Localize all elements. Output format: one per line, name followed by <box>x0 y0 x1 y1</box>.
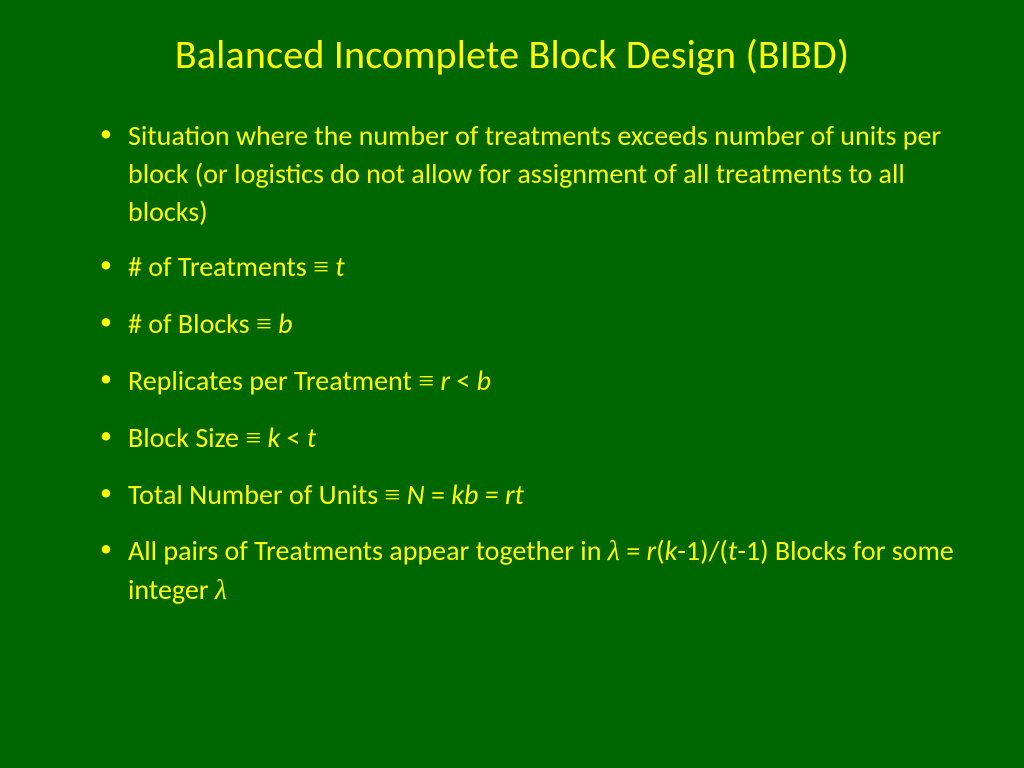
slide-title: Balanced Incomplete Block Design (BIBD) <box>60 30 964 79</box>
bullet-text: r <box>440 363 450 398</box>
bullet-text: ≡ <box>384 480 400 511</box>
bullet-item: Block Size ≡ k < t <box>100 419 964 458</box>
bullet-text: Block Size <box>128 420 245 455</box>
bullet-text: b <box>278 306 292 341</box>
bullet-text: Total Number of Units <box>128 477 384 512</box>
bullet-text: # of Blocks <box>128 306 256 341</box>
bullet-text: k <box>267 420 280 455</box>
bullet-text: ( <box>656 533 665 568</box>
bullet-text: # of Treatments <box>128 249 313 284</box>
bullet-item: # of Treatments ≡ t <box>100 248 964 287</box>
bullet-text: < <box>280 420 307 455</box>
bullet-text: λ <box>215 575 227 606</box>
bullet-text: All pairs of Treatments appear together … <box>128 533 608 568</box>
bullet-item: # of Blocks ≡ b <box>100 305 964 344</box>
bullet-item: Replicates per Treatment ≡ r < b <box>100 362 964 401</box>
bullet-text: t <box>307 420 316 455</box>
bullet-item: Situation where the number of treatments… <box>100 117 964 230</box>
bullet-text: t <box>728 533 737 568</box>
bullet-text: b <box>477 363 491 398</box>
bullet-text: ≡ <box>313 252 329 283</box>
bullet-text: ≡ <box>245 423 261 454</box>
bullet-text: k <box>665 533 678 568</box>
bullet-text: Replicates per Treatment <box>128 363 418 398</box>
bullet-text: = <box>620 533 647 568</box>
bullet-text: -1)/( <box>677 533 728 568</box>
bullet-item: Total Number of Units ≡ N = kb = rt <box>100 476 964 515</box>
bullet-text: < <box>450 363 477 398</box>
bullet-text: = <box>425 477 452 512</box>
bullet-text: r <box>647 533 657 568</box>
bullet-item: All pairs of Treatments appear together … <box>100 532 964 610</box>
bullet-text: Situation where the number of treatments… <box>128 118 941 229</box>
bullet-text: ≡ <box>418 366 434 397</box>
bullet-text: N <box>407 477 425 512</box>
bullet-text: ≡ <box>256 309 272 340</box>
bullet-list: Situation where the number of treatments… <box>60 117 964 610</box>
bullet-text: kb = rt <box>451 477 524 512</box>
bullet-text: λ <box>608 536 620 567</box>
bullet-text: t <box>335 249 344 284</box>
